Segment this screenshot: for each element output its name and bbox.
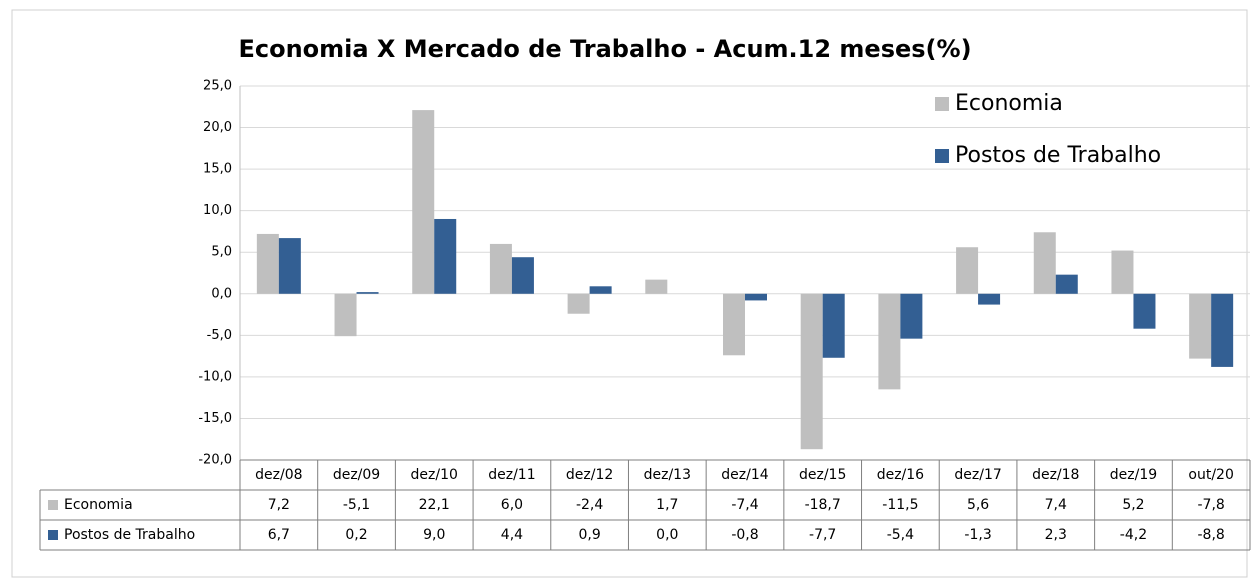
y-tick-label: -10,0 [198, 369, 232, 384]
table-value: -11,5 [882, 497, 918, 513]
bar [800, 293, 823, 450]
x-tick-label: dez/09 [333, 467, 380, 483]
table-value: 7,4 [1045, 497, 1067, 513]
table-value: 6,0 [501, 497, 523, 513]
table-value: 5,2 [1122, 497, 1144, 513]
y-tick-label: -15,0 [198, 411, 232, 426]
x-tick-label: dez/15 [799, 467, 846, 483]
bar [723, 293, 745, 356]
table-value: -5,1 [343, 497, 370, 513]
bar [900, 293, 923, 339]
bar [745, 293, 767, 301]
table-value: -18,7 [805, 497, 841, 513]
bar [1033, 232, 1056, 294]
x-tick-label: dez/14 [721, 467, 768, 483]
bar [278, 238, 301, 294]
bar [412, 110, 435, 294]
legend-label: Economia [955, 91, 1063, 116]
legend-key [935, 97, 949, 111]
table-value: 7,2 [268, 497, 290, 513]
y-tick-label: 15,0 [203, 162, 232, 177]
table-value: 2,3 [1045, 527, 1067, 543]
table-value: 0,0 [656, 527, 678, 543]
x-tick-label: dez/08 [255, 467, 302, 483]
x-tick-label: dez/10 [411, 467, 458, 483]
table-row-label: Postos de Trabalho [64, 527, 195, 543]
table-value: -8,8 [1197, 527, 1224, 543]
table-value: -4,2 [1120, 527, 1147, 543]
bar [978, 293, 1001, 305]
bar [589, 286, 612, 294]
y-tick-label: 10,0 [203, 203, 232, 218]
table-value: -7,8 [1197, 497, 1224, 513]
bar [434, 218, 457, 294]
x-tick-label: dez/19 [1110, 467, 1157, 483]
table-value: 0,2 [345, 527, 367, 543]
legend-label: Postos de Trabalho [955, 143, 1161, 168]
table-value: -5,4 [887, 527, 914, 543]
bar [1133, 293, 1156, 329]
y-tick-label: 0,0 [211, 286, 232, 301]
bar [334, 293, 357, 337]
bar [356, 292, 379, 294]
y-tick-label: 20,0 [203, 120, 232, 135]
bar [1211, 293, 1234, 367]
table-value: -7,4 [731, 497, 758, 513]
table-value: 9,0 [423, 527, 445, 543]
x-tick-label: dez/16 [877, 467, 924, 483]
table-value: 6,7 [268, 527, 290, 543]
bar [822, 293, 845, 358]
table-value: 4,4 [501, 527, 523, 543]
bar [489, 243, 512, 294]
table-value: -7,7 [809, 527, 836, 543]
bar [1055, 274, 1078, 294]
table-value: -1,3 [964, 527, 991, 543]
bar [1111, 250, 1134, 294]
x-tick-label: dez/18 [1032, 467, 1079, 483]
table-legend-key [48, 500, 58, 510]
table-value: -0,8 [731, 527, 758, 543]
bar [956, 247, 979, 294]
table-value: -2,4 [576, 497, 603, 513]
legend-key [935, 149, 949, 163]
table-legend-key [48, 530, 58, 540]
table-value: 5,6 [967, 497, 989, 513]
table-row-label: Economia [64, 497, 133, 513]
table-value: 1,7 [656, 497, 678, 513]
chart-title: Economia X Mercado de Trabalho - Acum.12… [238, 35, 971, 63]
bar [645, 279, 668, 294]
table-value: 0,9 [578, 527, 600, 543]
x-tick-label: dez/17 [954, 467, 1001, 483]
y-tick-label: -5,0 [207, 328, 232, 343]
bar [256, 233, 279, 294]
x-tick-label: dez/11 [488, 467, 535, 483]
bar [878, 293, 901, 390]
bar [1189, 293, 1212, 359]
table-value: 22,1 [419, 497, 450, 513]
bar [567, 293, 590, 314]
x-tick-label: dez/12 [566, 467, 613, 483]
x-tick-label: out/20 [1188, 467, 1233, 483]
y-tick-label: 25,0 [203, 79, 232, 94]
y-tick-label: 5,0 [211, 245, 232, 260]
bar [511, 257, 534, 294]
x-tick-label: dez/13 [644, 467, 691, 483]
y-tick-label: -20,0 [198, 453, 232, 468]
